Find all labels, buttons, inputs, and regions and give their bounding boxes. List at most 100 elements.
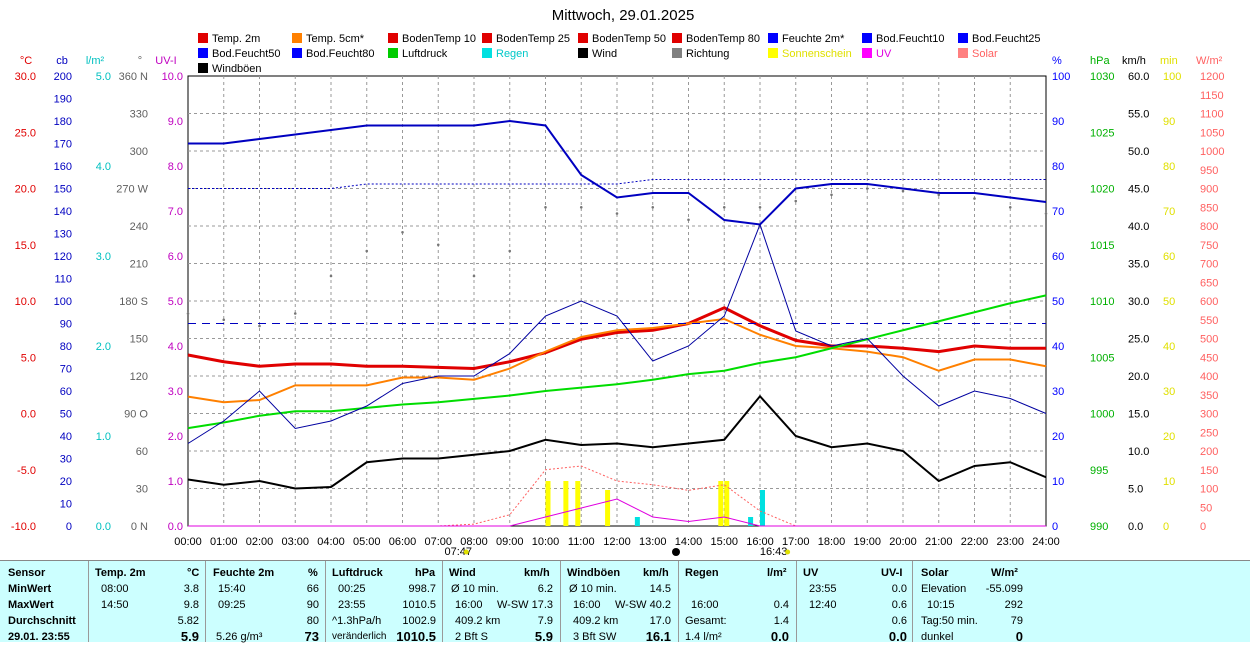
rain-header: Regen xyxy=(685,567,719,579)
richtung-point xyxy=(436,243,440,247)
press-current: 1010.5 xyxy=(396,629,436,644)
rain-unit: l/m² xyxy=(767,567,787,579)
axis-tick-solar: 100 xyxy=(1200,484,1218,496)
axis-tick-rain: 2.0 xyxy=(96,341,111,353)
press-unit: hPa xyxy=(415,567,436,579)
legend-swatch xyxy=(862,48,872,58)
axis-tick-wind: 15.0 xyxy=(1128,409,1149,421)
axis-tick-solar: 1050 xyxy=(1200,127,1224,139)
axis-unit-dir: ° xyxy=(138,55,142,67)
axis-tick-uv: 0.0 xyxy=(168,521,183,533)
summary-temp: Temp. 2m °C 08:00 3.8 14:50 9.8 5.82 5.9 xyxy=(88,561,206,644)
axis-tick-temp: 5.0 xyxy=(21,352,36,364)
x-axis: 00:00 01:00 02:00 03:00 04:00 05:00 06:00 07:00… xyxy=(174,536,1060,558)
axis-tick-hum: 0 xyxy=(1052,521,1058,533)
legend-swatch xyxy=(198,48,208,58)
richtung-point xyxy=(186,312,190,315)
hum-current: 73 xyxy=(304,629,319,644)
richtung-point xyxy=(222,318,226,322)
summary-rain: Regen l/m² 16:00 0.4 Gesamt: 1.4 1.4 l/m² 0.… xyxy=(678,561,797,644)
axis-tick-cb: 90 xyxy=(60,319,72,331)
label-avg: Durchschnitt xyxy=(8,615,76,627)
axis-tick-rain: 1.0 xyxy=(96,431,111,443)
press-min-time: 00:25 xyxy=(338,583,366,595)
x-tick-label: 06:00 xyxy=(389,536,417,548)
axis-tick-solar: 250 xyxy=(1200,427,1218,439)
axis-tick-press: 995 xyxy=(1090,465,1108,477)
axis-tick-solar: 750 xyxy=(1200,240,1218,252)
wind-r2b: W-SW xyxy=(497,599,529,611)
sunset-marker xyxy=(785,549,791,555)
axis-tick-cb: 140 xyxy=(54,206,72,218)
axis-tick-dir: 90 O xyxy=(124,409,148,421)
axis-tick-solar: 400 xyxy=(1200,371,1218,383)
axis-unit-temp: °C xyxy=(20,55,32,67)
label-min: MinWert xyxy=(8,583,52,595)
axis-tick-sun: 30 xyxy=(1163,386,1175,398)
wind-r3b: 7.9 xyxy=(537,615,553,627)
x-tick-label: 22:00 xyxy=(961,536,989,548)
legend-swatch xyxy=(578,33,588,43)
rain-r2b: 0.4 xyxy=(773,599,789,611)
summary-gust: Windböen km/h Ø 10 min. 14.5 16:00 W-SW 40.2… xyxy=(560,561,679,644)
weather-chart: Mittwoch, 29.01.2025 Temp. 2m Temp. 5cm* B… xyxy=(11,7,1225,558)
legend-label: Feuchte 2m* xyxy=(782,33,845,45)
axis-tick-solar: 1100 xyxy=(1200,109,1224,121)
x-tick-label: 04:00 xyxy=(317,536,345,548)
x-tick-label: 23:00 xyxy=(996,536,1024,548)
temp-unit: °C xyxy=(187,567,200,579)
axis-tick-dir: 210 xyxy=(130,259,148,271)
axis-tick-temp: 30.0 xyxy=(15,71,36,83)
temp-current: 5.9 xyxy=(180,629,199,644)
press-trend: ^1.3hPa/h xyxy=(332,615,382,627)
axis-tick-wind: 40.0 xyxy=(1128,221,1149,233)
axis-tick-dir: 330 xyxy=(130,109,148,121)
richtung-point xyxy=(1044,212,1048,215)
axis-tick-hum: 80 xyxy=(1052,161,1064,173)
x-tick-label: 20:00 xyxy=(889,536,917,548)
solar-r4a: dunkel xyxy=(921,631,954,643)
rain-r3b: 1.4 xyxy=(773,615,789,627)
richtung-point xyxy=(687,218,690,222)
legend-swatch xyxy=(672,48,682,58)
x-tick-label: 19:00 xyxy=(853,536,881,548)
axis-tick-dir: 150 xyxy=(130,334,148,346)
axis-tick-solar: 550 xyxy=(1200,315,1218,327)
richtung-point xyxy=(722,205,726,209)
axis-tick-solar: 950 xyxy=(1200,165,1218,177)
sunshine-bar xyxy=(718,481,724,526)
series-temp-5cm xyxy=(187,317,1047,404)
solar-r2b: 292 xyxy=(1004,599,1023,611)
gust-r1a: Ø 10 min. xyxy=(569,583,617,595)
legend-label: Windböen xyxy=(212,63,262,75)
press-tendency: veränderlich xyxy=(332,631,387,642)
solar-r3b: 79 xyxy=(1010,615,1023,627)
x-tick-label: 11:00 xyxy=(568,536,595,548)
legend-swatch xyxy=(292,48,302,58)
richtung-point xyxy=(865,187,869,190)
axis-tick-hum: 40 xyxy=(1052,341,1064,353)
gust-header: Windböen xyxy=(567,567,621,579)
solar-r3a: Tag:50 min. xyxy=(921,615,978,627)
press-header: Luftdruck xyxy=(332,567,383,579)
axis-tick-hum: 60 xyxy=(1052,251,1064,263)
axis-tick-rain: 5.0 xyxy=(96,71,111,83)
sunshine-bar xyxy=(545,481,551,526)
wind-r3a: 409.2 km xyxy=(455,615,501,627)
axis-tick-sun: 80 xyxy=(1163,161,1175,173)
axis-tick-dir: 180 S xyxy=(119,296,148,308)
legend-swatch xyxy=(388,33,398,43)
axis-tick-solar: 1000 xyxy=(1200,146,1224,158)
legend-swatch xyxy=(768,33,778,43)
axis-tick-sun: 40 xyxy=(1163,341,1175,353)
temp-max: 9.8 xyxy=(183,599,199,611)
hum-abs: 5.26 g/m³ xyxy=(216,631,263,643)
label-current: 29.01. 23:55 xyxy=(8,631,70,643)
legend-label: BodenTemp 25 xyxy=(496,33,570,45)
richtung-point xyxy=(937,193,941,197)
x-tick-label: 18:00 xyxy=(818,536,846,548)
axis-tick-press: 1030 xyxy=(1090,71,1114,83)
axis-tick-dir: 360 N xyxy=(119,71,148,83)
uv-r2b: 0.6 xyxy=(891,599,907,611)
axis-tick-cb: 30 xyxy=(60,454,72,466)
